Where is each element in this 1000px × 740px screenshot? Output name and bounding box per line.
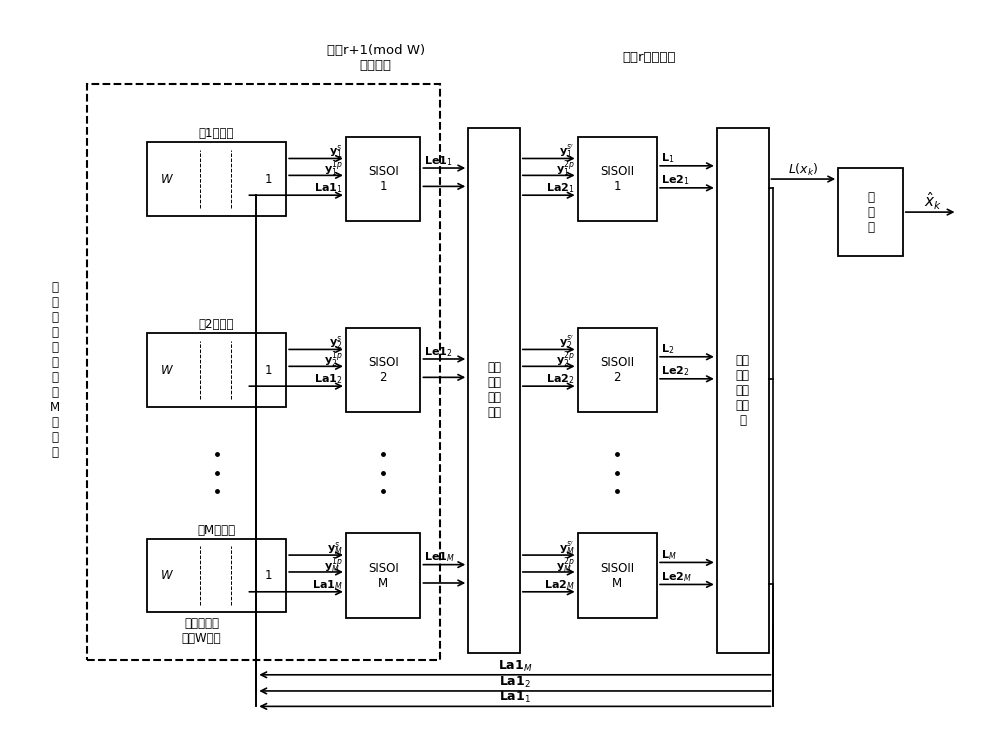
- Text: W: W: [161, 363, 173, 377]
- Text: $\mathbf{y}_{2}^{2p}$: $\mathbf{y}_{2}^{2p}$: [556, 349, 575, 370]
- Text: $\mathbf{y}_{1}^{s}$: $\mathbf{y}_{1}^{s}$: [329, 144, 343, 161]
- Text: $\mathbf{y}_{1}^{s'}$: $\mathbf{y}_{1}^{s'}$: [559, 144, 575, 161]
- Text: SISOII
1: SISOII 1: [600, 165, 634, 193]
- Text: $\mathbf{y}_{2}^{s'}$: $\mathbf{y}_{2}^{s'}$: [559, 334, 575, 352]
- Text: $\mathbf{La1}_{1}$: $\mathbf{La1}_{1}$: [314, 182, 343, 195]
- Text: $\mathbf{Le2}_{M}$: $\mathbf{Le2}_{M}$: [661, 571, 692, 584]
- Bar: [578, 534, 657, 618]
- Text: 1: 1: [265, 363, 272, 377]
- Bar: [346, 328, 420, 412]
- Text: $\mathbf{Le1}_{1}$: $\mathbf{Le1}_{1}$: [424, 154, 453, 167]
- Bar: [147, 333, 286, 407]
- Bar: [147, 539, 286, 613]
- Text: $\mathbf{La2}_{M}$: $\mathbf{La2}_{M}$: [544, 578, 575, 592]
- Text: SISOI
1: SISOI 1: [368, 165, 399, 193]
- Text: 每个子块等
分成W个窗: 每个子块等 分成W个窗: [182, 616, 221, 645]
- Text: 译
码
数
据
块
等
分
成
M
个
子
块: 译 码 数 据 块 等 分 成 M 个 子 块: [49, 281, 60, 459]
- Text: SISOI
M: SISOI M: [368, 562, 399, 590]
- Bar: [87, 84, 440, 660]
- Text: $\mathbf{y}_{M}^{s}$: $\mathbf{y}_{M}^{s}$: [327, 540, 343, 557]
- Text: $\mathbf{y}_{M}^{2p}$: $\mathbf{y}_{M}^{2p}$: [556, 555, 575, 576]
- Text: $\mathbf{La1}_{1}$: $\mathbf{La1}_{1}$: [499, 690, 531, 705]
- Text: $\mathbf{L}_{2}$: $\mathbf{L}_{2}$: [661, 343, 674, 357]
- Text: $\mathbf{La2}_{1}$: $\mathbf{La2}_{1}$: [546, 182, 575, 195]
- Text: $\mathbf{Le1}_{M}$: $\mathbf{Le1}_{M}$: [424, 551, 455, 564]
- Bar: [346, 534, 420, 618]
- Bar: [468, 127, 520, 653]
- Text: $\mathbf{La1}_{M}$: $\mathbf{La1}_{M}$: [498, 659, 532, 673]
- Bar: [346, 137, 420, 221]
- Bar: [578, 328, 657, 412]
- Text: 对第r个窗译码: 对第r个窗译码: [622, 51, 676, 64]
- Text: 对第r+1(mod W)
个窗译码: 对第r+1(mod W) 个窗译码: [327, 44, 425, 72]
- Text: $\mathbf{Le2}_{1}$: $\mathbf{Le2}_{1}$: [661, 174, 690, 187]
- Text: $\mathbf{Le1}_{2}$: $\mathbf{Le1}_{2}$: [424, 345, 453, 359]
- Text: $\mathbf{y}_{1}^{2p}$: $\mathbf{y}_{1}^{2p}$: [556, 158, 575, 179]
- Text: SISOII
M: SISOII M: [600, 562, 634, 590]
- Text: $\mathbf{L}_{1}$: $\mathbf{L}_{1}$: [661, 152, 675, 165]
- Text: 第1个子块: 第1个子块: [199, 127, 234, 140]
- Text: $\mathbf{La2}_{2}$: $\mathbf{La2}_{2}$: [546, 373, 575, 386]
- Text: 第M个子块: 第M个子块: [198, 524, 236, 536]
- Text: 新型
无冲
突解
交织
器: 新型 无冲 突解 交织 器: [736, 354, 750, 427]
- Bar: [578, 137, 657, 221]
- Text: $\mathbf{y}_{1}^{1p}$: $\mathbf{y}_{1}^{1p}$: [324, 158, 343, 179]
- Text: $\mathbf{La1}_{M}$: $\mathbf{La1}_{M}$: [312, 578, 343, 592]
- Text: $\mathbf{y}_{M}^{1p}$: $\mathbf{y}_{M}^{1p}$: [324, 555, 343, 576]
- Text: 1: 1: [265, 172, 272, 186]
- Text: $\mathbf{y}_{2}^{1p}$: $\mathbf{y}_{2}^{1p}$: [324, 349, 343, 370]
- Text: 新型
无冲
突交
织器: 新型 无冲 突交 织器: [487, 361, 501, 419]
- Bar: [838, 168, 903, 256]
- Text: SISOI
2: SISOI 2: [368, 356, 399, 384]
- Text: $\mathbf{La1}_{2}$: $\mathbf{La1}_{2}$: [314, 373, 343, 386]
- Text: W: W: [161, 172, 173, 186]
- Text: $\hat{x}_k$: $\hat{x}_k$: [924, 190, 942, 212]
- Text: $L(x_k)$: $L(x_k)$: [788, 161, 819, 178]
- Text: W: W: [161, 569, 173, 582]
- Text: 硬
判
决: 硬 判 决: [867, 191, 874, 234]
- Text: $\mathbf{L}_{M}$: $\mathbf{L}_{M}$: [661, 548, 677, 562]
- Text: 1: 1: [265, 569, 272, 582]
- Text: $\mathbf{y}_{2}^{s}$: $\mathbf{y}_{2}^{s}$: [329, 334, 343, 352]
- Bar: [147, 142, 286, 216]
- Bar: [717, 127, 768, 653]
- Text: $\mathbf{y}_{M}^{s'}$: $\mathbf{y}_{M}^{s'}$: [559, 540, 575, 557]
- Text: 第2个子块: 第2个子块: [199, 318, 234, 331]
- Text: $\mathbf{La1}_{2}$: $\mathbf{La1}_{2}$: [499, 675, 531, 690]
- Text: $\mathbf{Le2}_{2}$: $\mathbf{Le2}_{2}$: [661, 365, 690, 378]
- Text: SISOII
2: SISOII 2: [600, 356, 634, 384]
